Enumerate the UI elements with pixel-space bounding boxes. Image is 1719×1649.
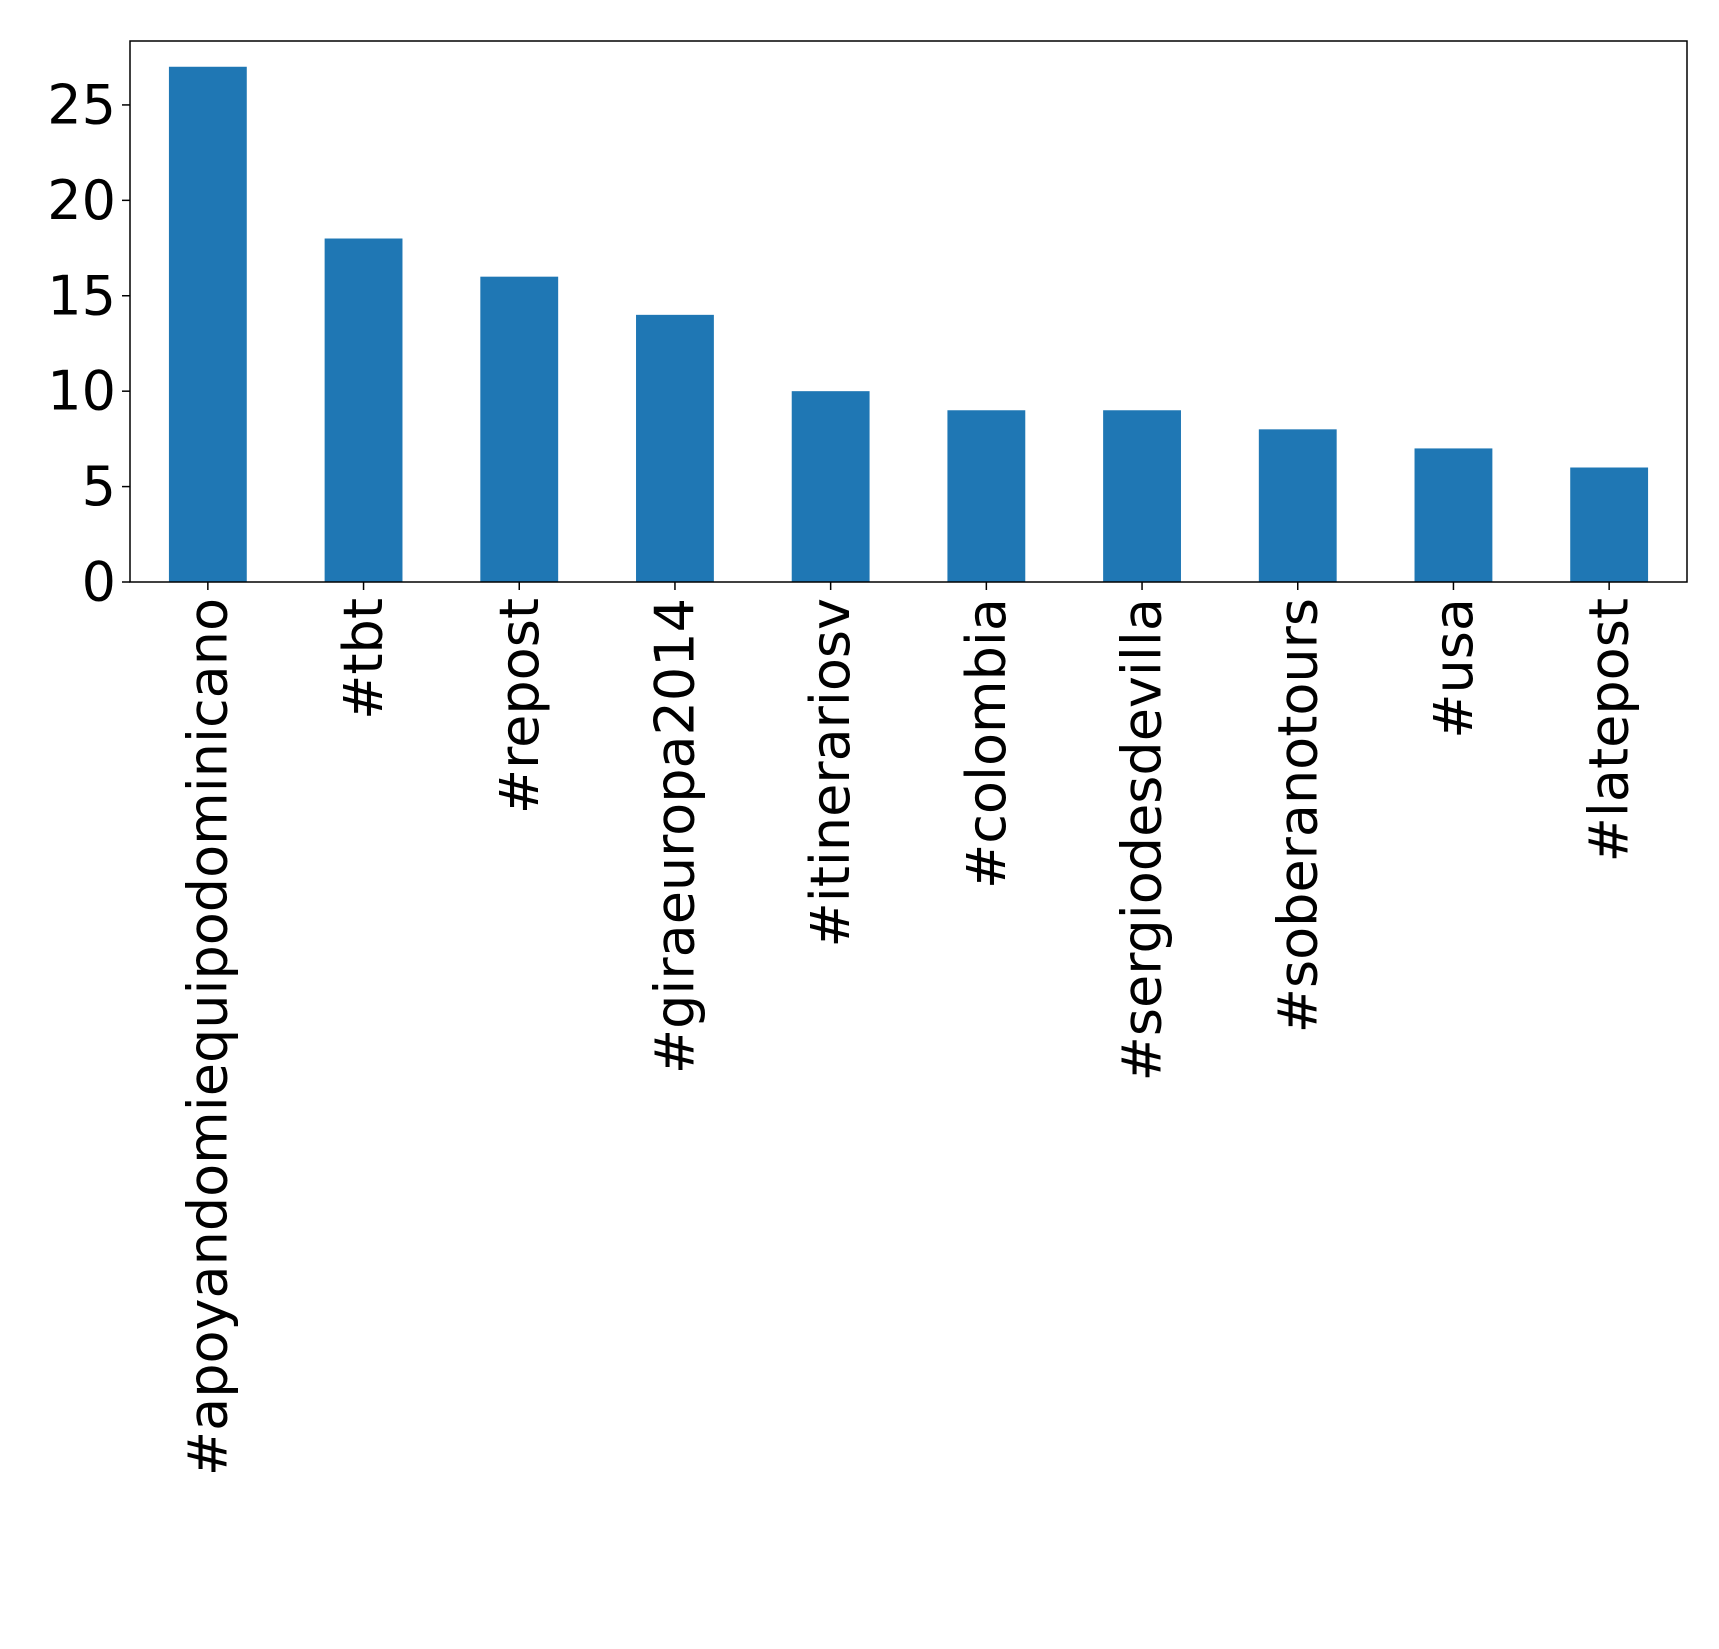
x-tick-label: #sergiodesdevilla [1111,598,1174,1081]
y-tick-label: 10 [47,360,116,423]
bar [168,66,247,582]
y-tick-label: 0 [82,551,116,614]
x-tick-label: #usa [1422,598,1485,739]
y-tick-label: 5 [82,455,116,518]
y-tick-label: 25 [47,73,116,136]
x-tick-label: #latepost [1578,598,1641,862]
x-axis-ticks: #apoyandomiequipodominicano #tbt #repost #g… [176,582,1641,1476]
x-tick-label: #colombia [955,598,1018,889]
x-tick-label: #itinerariosv [799,598,862,948]
x-tick-label: #soberanotours [1266,598,1329,1033]
y-tick-label: 15 [47,264,116,327]
bars-layer [168,66,1649,582]
plot-frame [129,40,1688,583]
x-tick-label: #giraeuropa2014 [643,598,706,1074]
x-tick-label: #tbt [332,598,395,720]
bar [324,238,403,582]
y-tick-label: 20 [47,169,116,232]
bar [1103,410,1181,582]
bar [947,410,1026,582]
bar [480,276,559,582]
bar [1258,429,1337,582]
bar [1570,467,1649,582]
bar [1414,448,1493,582]
y-axis-ticks: 0 5 10 15 20 25 [47,73,130,614]
bar [791,391,870,582]
x-tick-label: #apoyandomiequipodominicano [176,598,239,1476]
x-tick-label: #repost [488,598,551,814]
bar [636,314,714,582]
